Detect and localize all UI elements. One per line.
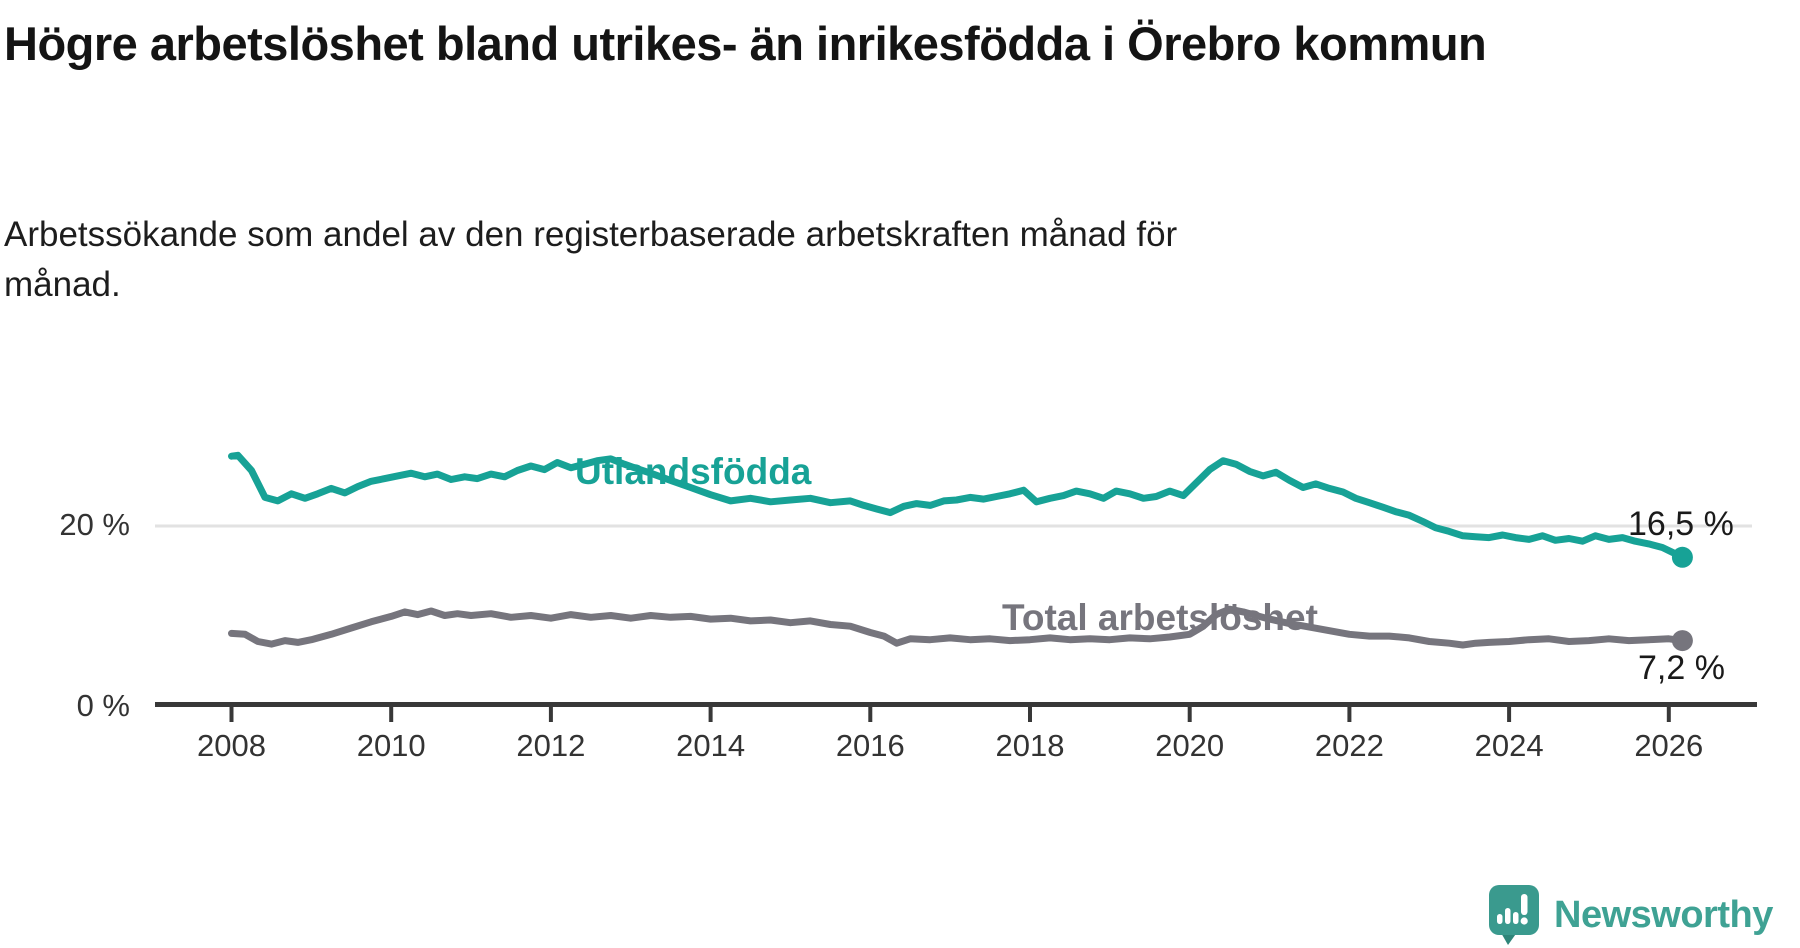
series-label-total-arbetsloshet: Total arbetslöshet — [1002, 597, 1318, 638]
newsworthy-brand-text: Newsworthy — [1554, 893, 1773, 936]
x-tick-label-2022: 2022 — [1314, 728, 1384, 763]
x-tick-label-2014: 2014 — [676, 728, 746, 763]
series-end-dot-total-arbetsloshet — [1671, 630, 1693, 652]
end-value-label-utlandsfodda: 16,5 % — [1628, 505, 1734, 543]
end-value-label-total: 7,2 % — [1638, 649, 1725, 687]
series-end-dot-utlandsfodda — [1671, 546, 1693, 568]
series-line-total-arbetsloshet — [228, 605, 1686, 649]
series-line-utlandsfodda — [228, 451, 1686, 561]
page-title: Högre arbetslöshet bland utrikes- än inr… — [4, 17, 1487, 70]
chart-subtitle: Arbetssökande som andel av den registerb… — [4, 215, 1178, 304]
x-tick-label-2020: 2020 — [1155, 728, 1225, 763]
y-axis-label-20: 20 % — [59, 507, 130, 542]
newsworthy-logo: Newsworthy — [1488, 884, 1773, 946]
x-tick-label-2018: 2018 — [995, 728, 1065, 763]
series-label-utlandsfodda: Utlandsfödda — [575, 451, 812, 492]
y-axis-label-0: 0 % — [76, 688, 130, 723]
newsworthy-logo-icon — [1489, 885, 1539, 945]
x-tick-label-2008: 2008 — [197, 728, 266, 763]
x-tick-label-2010: 2010 — [356, 728, 426, 763]
x-tick-label-2026: 2026 — [1634, 728, 1704, 763]
x-tick-label-2012: 2012 — [516, 728, 586, 763]
x-tick-label-2024: 2024 — [1474, 728, 1544, 763]
x-tick-label-2016: 2016 — [835, 728, 905, 763]
